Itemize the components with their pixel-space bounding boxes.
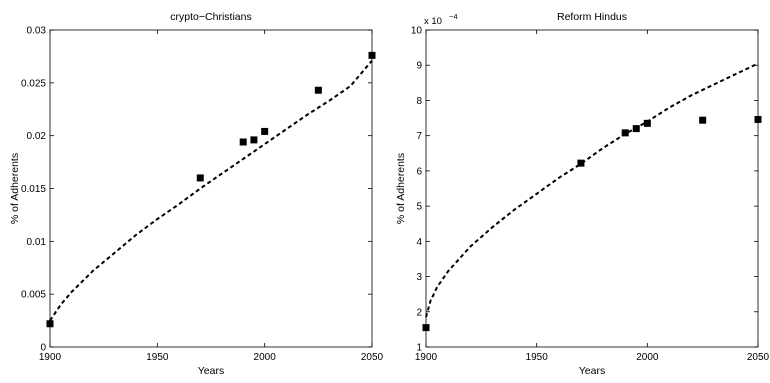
fit-curve [425, 62, 759, 318]
x-axis-label: Years [198, 365, 224, 377]
chart-title: crypto−Christians [170, 11, 251, 23]
y-tick-label: 10 [411, 26, 423, 37]
y-tick-label: 0.03 [27, 26, 47, 37]
data-point [196, 174, 204, 182]
x-tick-label: 1900 [415, 352, 438, 363]
chart-title: Reform Hindus [557, 11, 627, 23]
data-point [261, 127, 269, 135]
y-tick-label: 9 [416, 61, 422, 72]
y-tick-label: 0.015 [21, 184, 46, 195]
y-exponent-label: x 10 [424, 16, 442, 27]
data-point [577, 159, 585, 167]
y-tick-label: 1 [416, 343, 422, 354]
data-point [250, 136, 258, 144]
x-tick-label: 1950 [146, 352, 169, 363]
y-exponent-power: −4 [449, 12, 458, 21]
chart-panel-2: 1900 1950 2000 2050 1 2 3 4 5 6 7 8 9 10x 10 −4 Reform … [395, 11, 770, 377]
y-axis-label: % of Adherents [395, 153, 407, 224]
plot-area-frame [425, 29, 759, 348]
x-tick-label: 2000 [636, 352, 659, 363]
y-tick-label: 5 [416, 202, 422, 213]
y-tick-label: 0.005 [21, 290, 46, 301]
y-tick-label: 4 [416, 237, 422, 248]
x-tick-label: 2050 [361, 352, 384, 363]
data-point [368, 51, 376, 59]
y-tick-label: 3 [416, 272, 422, 283]
chart-panel-1: 1900 1950 2000 2050 0 0.005 0.01 0.015 0.02 0.025… [9, 11, 384, 377]
data-point [46, 320, 54, 328]
y-axis-label: % of Adherents [9, 153, 21, 224]
data-point [239, 138, 247, 146]
y-tick-label: 8 [416, 96, 422, 107]
fit-curve [49, 59, 373, 322]
x-tick-label: 1950 [526, 352, 549, 363]
y-tick-label: 0.01 [27, 237, 47, 248]
x-axis-label: Years [579, 365, 605, 377]
plot-area-frame [49, 29, 373, 348]
x-tick-label: 2050 [747, 352, 770, 363]
y-tick-label: 0.02 [27, 131, 47, 142]
x-tick-label: 2000 [254, 352, 277, 363]
y-tick-label: 0 [40, 343, 46, 354]
x-tick-label: 1900 [39, 352, 62, 363]
data-point [754, 115, 762, 123]
data-point [314, 86, 322, 94]
y-tick-label: 6 [416, 166, 422, 177]
data-point [699, 116, 707, 124]
y-tick-label: 7 [416, 131, 422, 142]
data-point [422, 324, 430, 332]
data-point [643, 119, 651, 127]
y-tick-label: 0.025 [21, 78, 46, 89]
y-tick-label: 2 [416, 307, 422, 318]
